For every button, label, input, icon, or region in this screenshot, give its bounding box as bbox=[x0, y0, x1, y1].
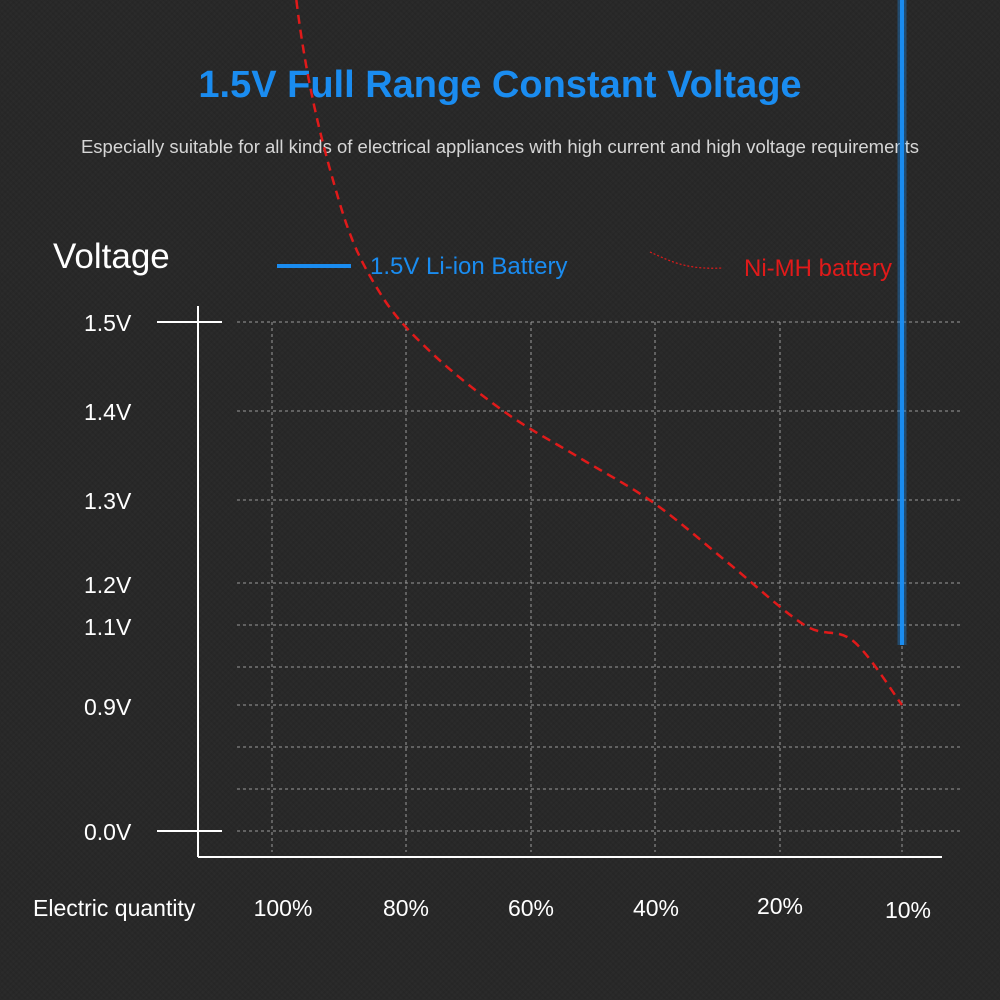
chart-subtitle: Especially suitable for all kinds of ele… bbox=[80, 136, 920, 157]
y-tick-label: 1.3V bbox=[84, 488, 132, 514]
grid bbox=[237, 321, 962, 852]
x-axis-label: Electric quantity bbox=[33, 895, 196, 921]
series-nimh-line bbox=[295, 0, 903, 706]
x-tick-label: 100% bbox=[254, 895, 313, 921]
x-tick-label: 80% bbox=[383, 895, 429, 921]
series-li-ion-line bbox=[900, 0, 904, 645]
x-tick-label: 10% bbox=[885, 897, 931, 923]
y-tick-label: 1.1V bbox=[84, 614, 132, 640]
legend-label-li-ion: 1.5V Li-ion Battery bbox=[370, 253, 567, 280]
x-tick-label: 20% bbox=[757, 893, 803, 919]
x-tick-labels: 100% 80% 60% 40% 20% 10% bbox=[254, 893, 931, 923]
legend: 1.5V Li-ion Battery Ni-MH battery bbox=[277, 251, 892, 282]
y-tick-label: 1.2V bbox=[84, 572, 132, 598]
legend-label-nimh: Ni-MH battery bbox=[744, 255, 892, 282]
legend-swatch-nimh bbox=[649, 251, 723, 269]
y-tick-label: 0.0V bbox=[84, 819, 132, 845]
chart-title: 1.5V Full Range Constant Voltage bbox=[198, 64, 802, 106]
y-axis-label: Voltage bbox=[53, 237, 170, 276]
y-tick-label: 1.5V bbox=[84, 310, 132, 336]
series bbox=[295, 0, 907, 706]
x-tick-label: 60% bbox=[508, 895, 554, 921]
y-tick-label: 0.9V bbox=[84, 694, 132, 720]
axes bbox=[157, 306, 942, 858]
y-tick-label: 1.4V bbox=[84, 399, 132, 425]
x-tick-label: 40% bbox=[633, 895, 679, 921]
y-tick-labels: 1.5V 1.4V 1.3V 1.2V 1.1V 0.9V 0.0V bbox=[84, 310, 132, 845]
